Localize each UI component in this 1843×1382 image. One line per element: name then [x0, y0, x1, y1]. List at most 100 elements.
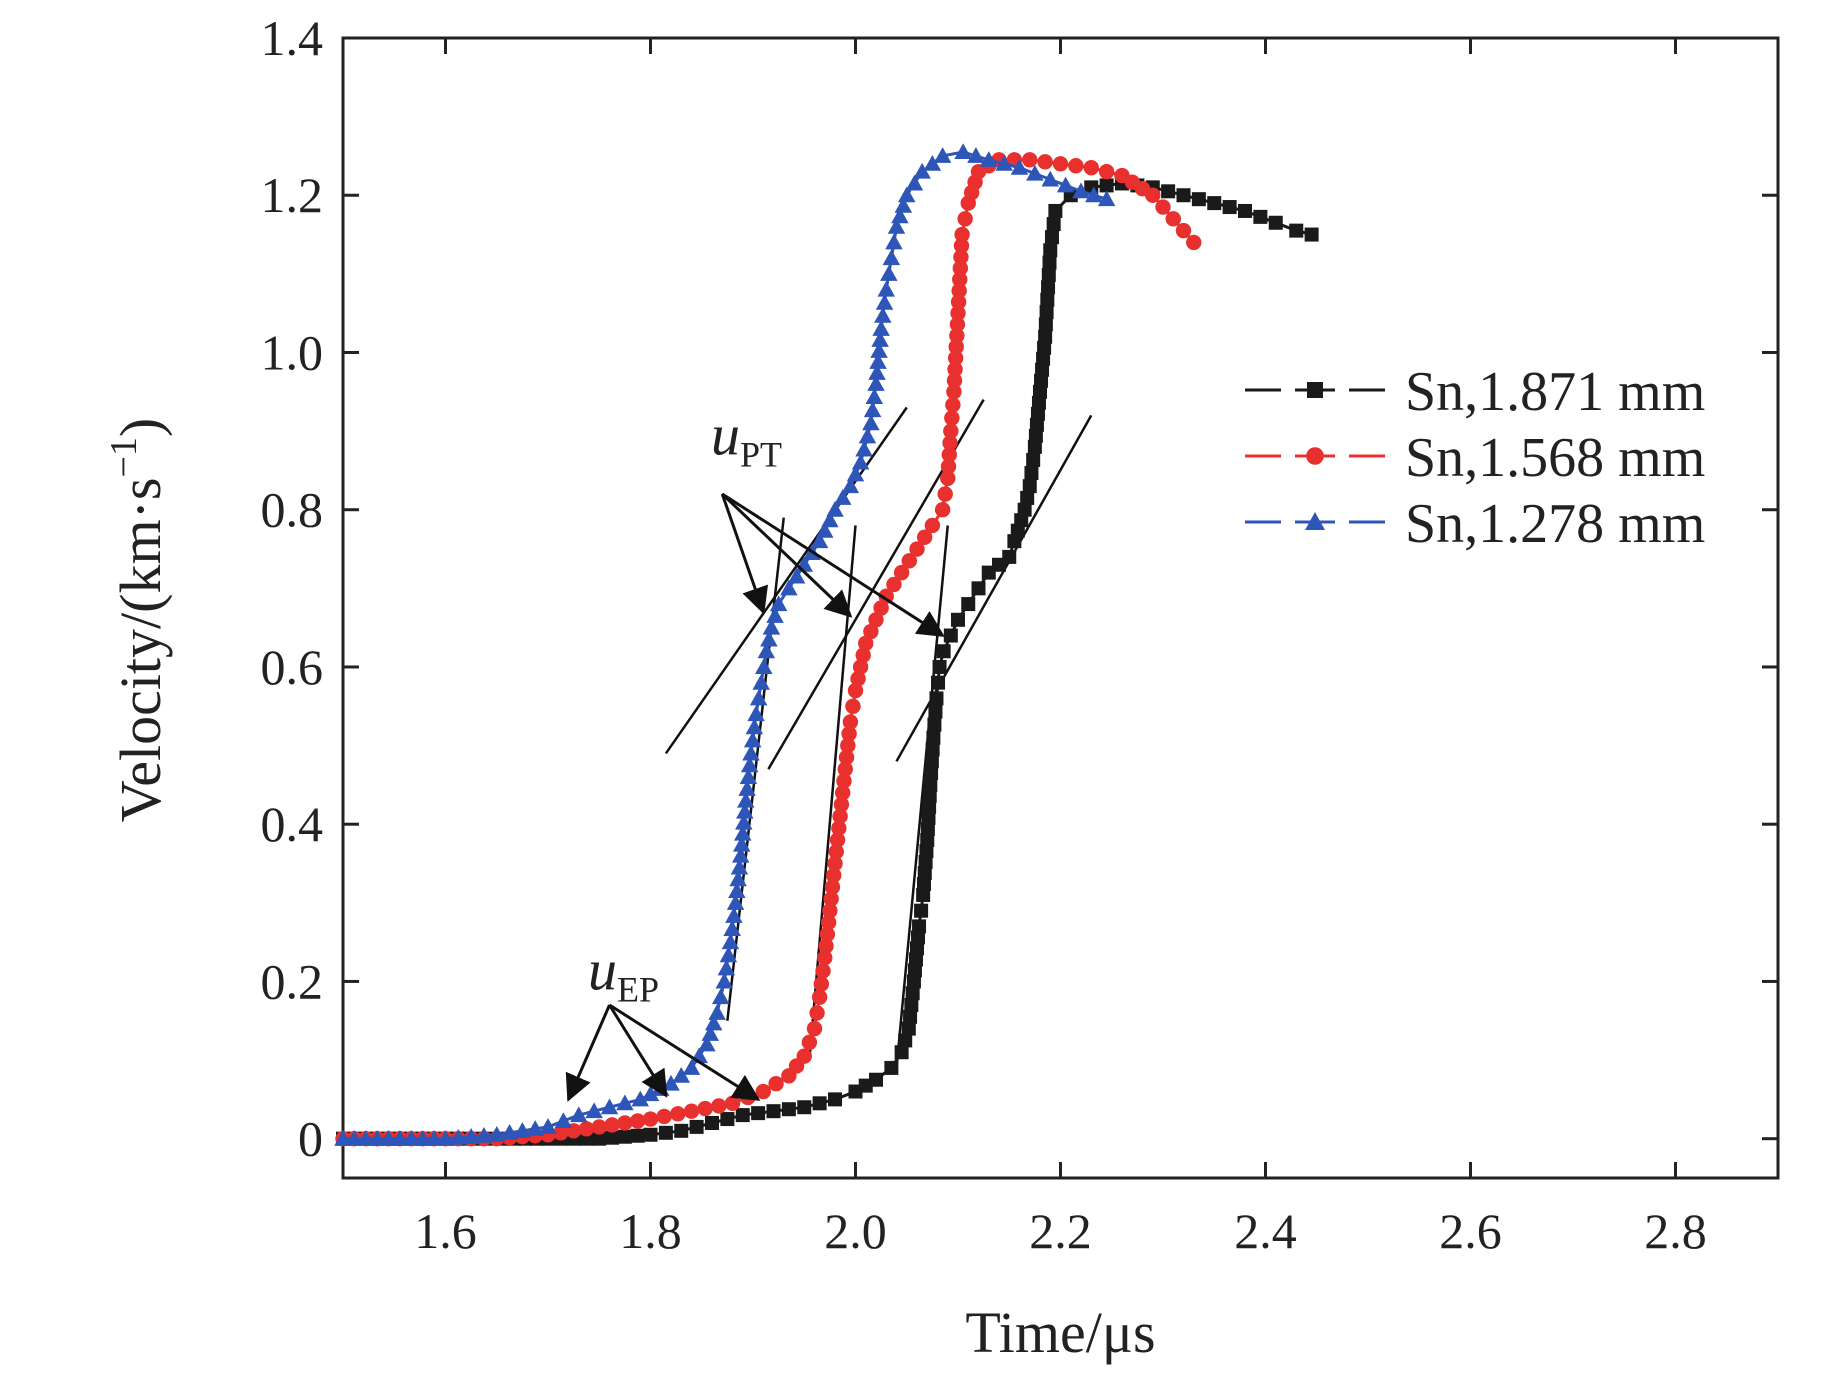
data-point [720, 1112, 735, 1127]
data-point [810, 532, 829, 549]
data-point [553, 1125, 569, 1141]
data-point [730, 858, 749, 875]
data-point [1304, 227, 1319, 242]
data-point [719, 946, 738, 963]
data-point [751, 1106, 766, 1121]
data-series [334, 143, 1319, 1147]
data-point [940, 470, 956, 486]
data-point [630, 1128, 645, 1143]
data-point [726, 894, 745, 910]
y-tick-label: 1.2 [261, 167, 324, 223]
x-tick-label: 1.6 [414, 1203, 477, 1259]
data-point [921, 810, 936, 825]
data-point [909, 541, 925, 557]
data-point [705, 1115, 719, 1130]
data-point [925, 742, 940, 757]
data-point [893, 564, 910, 581]
data-point [1186, 234, 1202, 251]
data-point [711, 988, 730, 1005]
data-point [743, 731, 762, 748]
data-point [735, 813, 753, 830]
annotation-label: uPT [711, 403, 782, 475]
legend-item-3: Sn,1.278 mm [1245, 493, 1705, 555]
data-point [949, 316, 966, 333]
data-point [1033, 384, 1047, 399]
data-point [717, 959, 736, 976]
data-point [821, 511, 839, 528]
data-point [781, 1102, 796, 1117]
x-tick-label: 2.2 [1029, 1203, 1092, 1259]
data-point [944, 410, 960, 426]
data-point [954, 226, 970, 243]
plot-frame: 1.6 1.8 2.0 2.2 2.4 2.6 2.8 0 0.2 0.4 0.6 0.8 1.0 1.2… [261, 10, 1780, 1259]
data-point [908, 952, 923, 967]
data-point [728, 882, 746, 899]
data-point [855, 440, 873, 457]
data-point [600, 1098, 619, 1115]
data-point [554, 1112, 573, 1128]
data-point [585, 1102, 603, 1119]
data-point [870, 342, 888, 358]
data-point [953, 238, 970, 254]
data-point [828, 844, 844, 860]
series-3 [334, 143, 1116, 1146]
data-point [838, 749, 855, 766]
data-point [934, 502, 951, 518]
data-point [738, 780, 756, 796]
data-point [832, 808, 848, 825]
data-point [755, 658, 773, 674]
data-point [1052, 156, 1069, 172]
data-point [924, 517, 941, 534]
data-point [617, 1115, 633, 1131]
data-point [734, 824, 752, 841]
data-point [884, 1060, 899, 1075]
data-point [901, 553, 918, 569]
data-point [919, 843, 934, 858]
data-point [752, 673, 770, 690]
data-point [1222, 200, 1237, 215]
data-point [868, 364, 886, 380]
data-point [762, 618, 781, 635]
tangent-line [895, 414, 1093, 762]
annotation-arrow [721, 492, 945, 637]
data-point [755, 1083, 771, 1100]
y-axis-title-close: ) [108, 418, 173, 437]
data-point [1085, 186, 1103, 203]
data-point [836, 773, 852, 789]
data-point [932, 659, 947, 674]
data-point [877, 280, 895, 297]
data-point [1175, 222, 1192, 239]
data-point [873, 600, 889, 616]
data-point [822, 902, 838, 919]
data-point [940, 458, 957, 475]
data-point [1038, 317, 1053, 332]
data-point [368, 1129, 386, 1146]
data-point [1041, 267, 1056, 282]
data-point [1010, 158, 1029, 175]
data-point [874, 307, 892, 323]
data-point [980, 151, 998, 167]
data-point [475, 1126, 493, 1143]
data-point [1191, 192, 1206, 207]
legend-marker [1306, 447, 1324, 465]
y-tick-label: 0 [298, 1111, 323, 1167]
data-point [1155, 199, 1171, 215]
data-point [604, 1117, 620, 1133]
data-point [425, 1129, 443, 1146]
data-point [924, 754, 939, 769]
data-point [914, 903, 929, 918]
data-point [951, 612, 965, 627]
annotation-label-sub: EP [617, 969, 659, 1009]
data-point [828, 1092, 842, 1107]
data-point [967, 147, 985, 163]
data-point [910, 941, 924, 956]
data-point [616, 1094, 634, 1111]
x-tick-label: 2.4 [1234, 1203, 1297, 1259]
data-point [858, 635, 874, 652]
data-point [769, 595, 788, 612]
annotation-pt: uPT [711, 403, 945, 637]
data-point [605, 1130, 620, 1145]
data-point [906, 974, 921, 989]
data-point [824, 879, 841, 895]
